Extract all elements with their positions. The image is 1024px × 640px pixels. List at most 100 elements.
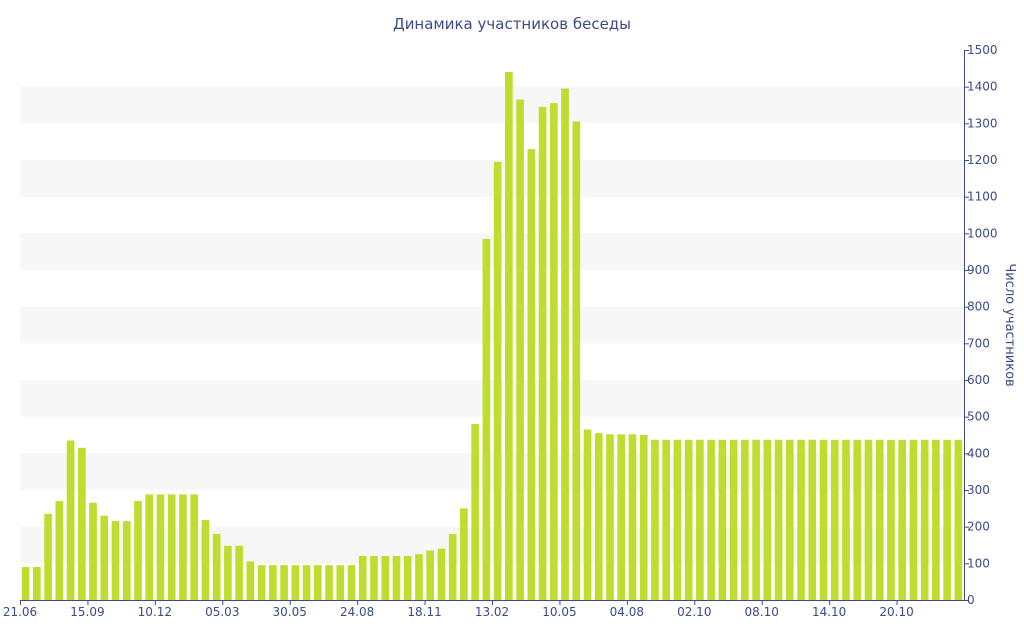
- bar: [381, 556, 390, 600]
- bar: [516, 99, 524, 600]
- bar: [291, 565, 300, 600]
- bar: [561, 88, 569, 600]
- bar: [100, 515, 109, 600]
- bar: [785, 439, 794, 600]
- x-tick-label: 13.02: [475, 605, 509, 619]
- x-tick-label: 18.11: [407, 605, 441, 619]
- x-tick-label: 15.09: [70, 605, 104, 619]
- y-tick-label: 500: [967, 410, 990, 424]
- y-tick-label: 900: [967, 263, 990, 277]
- x-tick-label: 30.05: [273, 605, 307, 619]
- bar: [460, 508, 468, 600]
- bar: [718, 439, 727, 600]
- x-tick-label: 21.06: [3, 605, 37, 619]
- bar: [752, 439, 760, 600]
- bar: [224, 545, 232, 600]
- y-tick-label: 300: [967, 483, 990, 497]
- y-tick-label: 1000: [967, 226, 998, 240]
- bar: [437, 548, 446, 600]
- bar: [190, 494, 199, 600]
- x-tick-label: 14.10: [812, 605, 846, 619]
- bar: [662, 439, 671, 600]
- bar: [819, 439, 828, 600]
- bar: [639, 435, 648, 600]
- x-tick-label: 10.05: [542, 605, 576, 619]
- y-tick-label: 200: [967, 520, 990, 534]
- bar: [347, 565, 356, 600]
- bar: [932, 439, 940, 600]
- bar: [909, 439, 918, 600]
- bar: [527, 149, 536, 600]
- bar: [122, 521, 131, 600]
- bar: [269, 565, 277, 600]
- y-tick-label: 1500: [967, 43, 998, 57]
- bars: [21, 72, 963, 601]
- bar: [89, 502, 97, 600]
- bar: [549, 103, 558, 601]
- bar: [44, 513, 52, 600]
- y-tick-label: 1100: [967, 190, 998, 204]
- y-tick-label: 700: [967, 336, 990, 350]
- bar: [864, 439, 873, 600]
- bar: [830, 439, 839, 600]
- grid-band: [20, 380, 964, 417]
- grid-band: [20, 453, 964, 490]
- bar: [538, 106, 547, 600]
- bar: [471, 424, 479, 600]
- bar: [235, 545, 243, 600]
- y-tick-label: 1400: [967, 80, 998, 94]
- grid-band: [20, 233, 964, 270]
- bar: [33, 567, 41, 600]
- bar: [448, 534, 457, 600]
- x-tick-label: 04.08: [610, 605, 644, 619]
- bar: [707, 439, 715, 600]
- bar: [741, 439, 749, 600]
- bar: [145, 494, 154, 600]
- x-tick-label: 08.10: [745, 605, 779, 619]
- bar: [167, 494, 176, 600]
- bar: [920, 439, 929, 600]
- y-axis-ticks: 0 100 200 300 400 500 600 700 800 900 1000 1100 1200…: [964, 43, 998, 607]
- bar: [21, 567, 30, 600]
- bar: [482, 238, 491, 600]
- x-tick-label: 10.12: [138, 605, 172, 619]
- y-tick-label: 1200: [967, 153, 998, 167]
- grid-band: [20, 86, 964, 124]
- bar: [156, 494, 165, 600]
- bar: [201, 520, 210, 600]
- bar: [55, 501, 64, 600]
- bar: [774, 439, 783, 600]
- bar: [257, 565, 266, 600]
- bar: [325, 565, 333, 600]
- bar: [617, 434, 626, 600]
- bar: [673, 439, 682, 600]
- bar: [280, 565, 288, 600]
- bar: [583, 429, 592, 600]
- bar: [628, 434, 637, 600]
- bar: [875, 439, 884, 600]
- y-tick-label: 1300: [967, 116, 998, 130]
- grid-band: [20, 160, 964, 197]
- bar: [77, 447, 86, 600]
- bar: [898, 439, 907, 600]
- bar: [415, 554, 423, 600]
- bar: [212, 534, 221, 600]
- bar: [943, 439, 951, 600]
- bar: [696, 439, 704, 600]
- x-tick-label: 24.08: [340, 605, 374, 619]
- bar: [66, 440, 75, 600]
- bar: [797, 439, 805, 600]
- y-axis-label: Число участников: [1002, 263, 1017, 386]
- chart-title: Динамика участников беседы: [393, 15, 631, 33]
- bar: [246, 561, 255, 600]
- x-tick-label: 02.10: [677, 605, 711, 619]
- bar: [954, 439, 963, 600]
- bar: [426, 550, 435, 600]
- x-tick-label: 20.10: [879, 605, 913, 619]
- bar: [313, 565, 322, 600]
- bar: [134, 501, 142, 600]
- bar: [594, 433, 603, 600]
- x-axis-ticks: 21.06 15.09 10.12 05.03 30.05 24.08 18.11 13.02…: [3, 600, 914, 619]
- y-tick-label: 400: [967, 446, 990, 460]
